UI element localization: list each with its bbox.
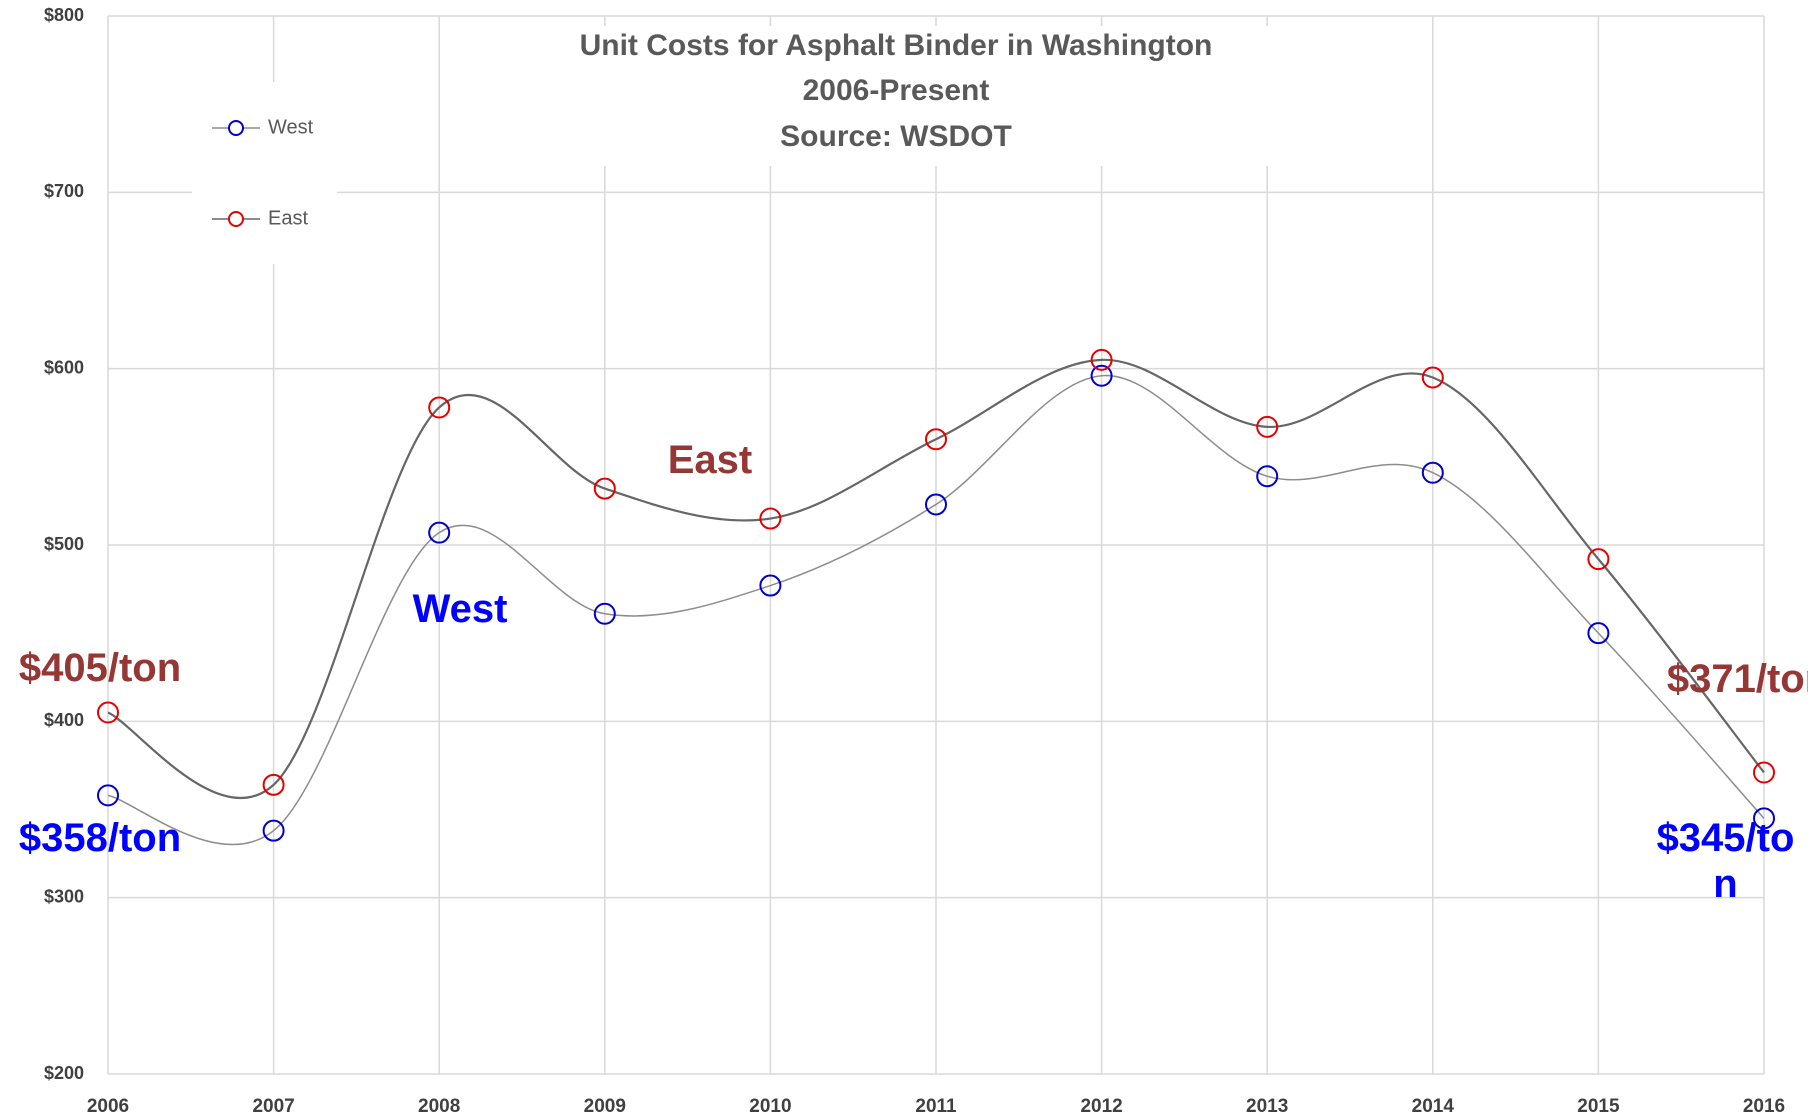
data-point xyxy=(262,819,285,842)
y-tick-label: $600 xyxy=(44,357,84,377)
data-point xyxy=(1421,366,1444,389)
x-tick-label: 2008 xyxy=(418,1096,460,1114)
data-point xyxy=(925,493,947,516)
data-point xyxy=(925,428,947,451)
data-point xyxy=(1587,548,1610,571)
annotation: $358/ton xyxy=(18,816,182,860)
data-point xyxy=(759,507,782,530)
x-tick-label: 2013 xyxy=(1246,1096,1288,1114)
data-point xyxy=(1753,761,1775,784)
x-tick-label: 2006 xyxy=(87,1096,129,1114)
legend-label: East xyxy=(268,207,308,229)
annotation: West xyxy=(412,587,508,631)
legend-label: West xyxy=(268,116,314,138)
title-background xyxy=(500,26,1290,166)
data-point xyxy=(759,574,782,597)
data-point xyxy=(593,477,616,500)
legend-marker xyxy=(228,120,244,136)
data-point xyxy=(1421,461,1444,484)
x-tick-label: 2015 xyxy=(1577,1096,1620,1114)
annotation: $345/ton xyxy=(1656,816,1795,906)
data-point xyxy=(1256,465,1279,488)
y-tick-label: $300 xyxy=(44,886,84,906)
y-tick-label: $500 xyxy=(44,534,84,554)
x-tick-label: 2007 xyxy=(252,1096,294,1114)
data-point xyxy=(262,773,285,796)
y-tick-label: $400 xyxy=(44,710,84,730)
legend-marker xyxy=(228,211,244,227)
annotation: East xyxy=(667,438,753,482)
chart-title: Unit Costs for Asphalt Binder in Washing… xyxy=(580,29,1213,62)
y-tick-label: $200 xyxy=(44,1063,84,1083)
y-tick-label: $800 xyxy=(44,5,84,25)
annotation: $371/ton xyxy=(1666,657,1808,701)
data-point xyxy=(97,784,119,807)
x-tick-label: 2012 xyxy=(1080,1096,1122,1114)
x-tick-label: 2010 xyxy=(749,1096,791,1114)
data-point xyxy=(97,701,119,724)
data-point xyxy=(428,396,451,419)
data-point xyxy=(1090,364,1113,387)
annotation: $405/ton xyxy=(18,646,182,690)
x-tick-label: 2011 xyxy=(915,1096,957,1114)
series-line xyxy=(107,374,1765,846)
x-tick-label: 2009 xyxy=(584,1096,626,1114)
y-tick-label: $700 xyxy=(44,181,84,201)
x-tick-label: 2014 xyxy=(1412,1096,1455,1114)
grid xyxy=(107,15,1765,1075)
chart-source: Source: WSDOT xyxy=(780,120,1012,153)
data-point xyxy=(593,602,616,625)
chart-subtitle: 2006-Present xyxy=(803,74,990,107)
data-point xyxy=(1090,348,1113,371)
legend-background xyxy=(192,82,337,264)
data-point xyxy=(1256,415,1279,438)
data-point xyxy=(428,521,451,544)
x-tick-label: 2016 xyxy=(1743,1096,1785,1114)
data-point xyxy=(1587,622,1610,645)
data-point xyxy=(1753,807,1775,830)
series-line xyxy=(107,358,1765,800)
